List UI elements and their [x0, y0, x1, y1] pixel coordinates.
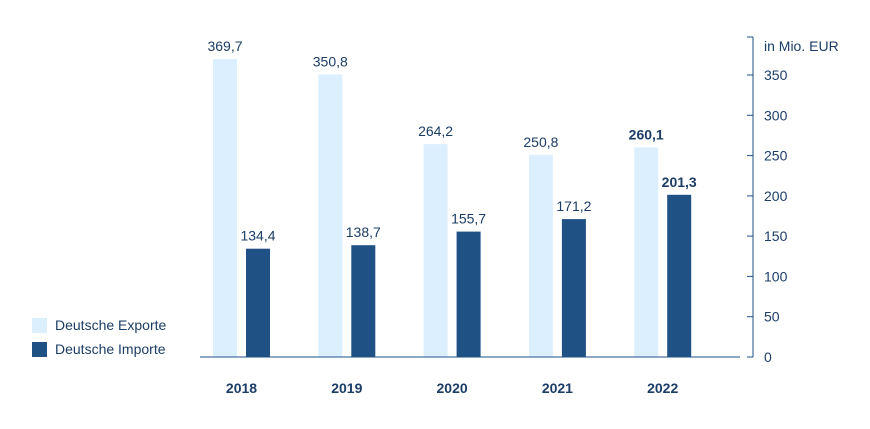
category-label-2021: 2021 [542, 380, 573, 396]
value-label-imports-2020: 155,7 [451, 211, 486, 227]
legend: Deutsche Exporte Deutsche Importe [32, 316, 166, 364]
y-tick-label-50: 50 [764, 309, 780, 325]
value-label-exports-2019: 350,8 [313, 53, 348, 69]
value-label-exports-2022: 260,1 [629, 126, 664, 142]
y-tick-label-100: 100 [764, 268, 788, 284]
value-label-imports-2019: 138,7 [346, 224, 381, 240]
value-label-exports-2018: 369,7 [207, 38, 242, 54]
y-tick-label-300: 300 [764, 107, 788, 123]
value-label-exports-2021: 250,8 [523, 134, 558, 150]
value-label-imports-2021: 171,2 [556, 198, 591, 214]
value-label-imports-2022: 201,3 [662, 174, 697, 190]
legend-label-exports: Deutsche Exporte [55, 317, 167, 333]
y-tick-label-0: 0 [764, 349, 772, 365]
value-label-exports-2020: 264,2 [418, 123, 453, 139]
y-tick-label-350: 350 [764, 67, 788, 83]
value-labels-group: 369,7 134,4 350,8 138,7 264,2 155,7 250,8 171,2… [207, 38, 696, 244]
bars-group [213, 59, 692, 358]
bar-exports-2022 [634, 147, 659, 357]
bar-imports-2020 [456, 231, 481, 357]
category-label-2019: 2019 [331, 380, 362, 396]
y-tick-label-200: 200 [764, 188, 788, 204]
y-tick-label-250: 250 [764, 148, 788, 164]
category-label-2020: 2020 [437, 380, 468, 396]
bar-exports-2021 [528, 154, 553, 357]
legend-item-exports: Deutsche Exporte [32, 316, 166, 334]
legend-item-imports: Deutsche Importe [32, 340, 166, 358]
legend-label-imports: Deutsche Importe [55, 341, 166, 357]
y-axis-unit-label: in Mio. EUR [764, 38, 839, 54]
bar-imports-2022 [667, 194, 692, 357]
category-label-2018: 2018 [226, 380, 257, 396]
legend-swatch-exports [32, 317, 47, 333]
legend-swatch-imports [32, 341, 47, 357]
category-labels-group: 2018 2019 2020 2021 2022 [226, 380, 679, 396]
bar-exports-2018 [213, 59, 237, 357]
bar-exports-2019 [318, 74, 343, 358]
bar-exports-2020 [423, 144, 448, 357]
y-ticks-group: 0 50 100 150 200 250 300 350 [747, 36, 788, 365]
y-tick-label-150: 150 [764, 228, 788, 244]
bar-imports-2018 [246, 248, 270, 357]
category-label-2022: 2022 [647, 380, 678, 396]
bar-imports-2021 [561, 219, 586, 357]
value-label-imports-2018: 134,4 [240, 228, 275, 244]
bar-imports-2019 [351, 245, 376, 357]
